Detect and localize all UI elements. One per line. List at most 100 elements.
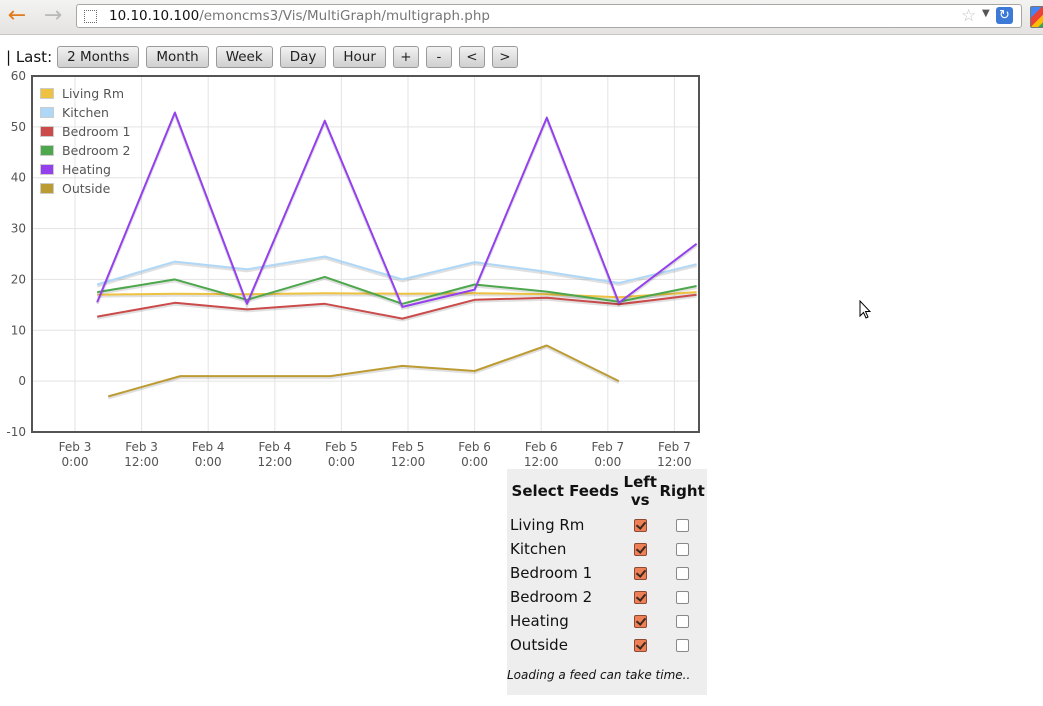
y-tick-label: 60 xyxy=(11,69,26,83)
feed-name: Bedroom 2 xyxy=(510,588,593,606)
x-tick-date-label: Feb 6 xyxy=(525,440,558,454)
legend-item: Bedroom 1 xyxy=(40,122,130,141)
legend-swatch xyxy=(40,183,54,194)
x-tick-time-label: 0:00 xyxy=(62,455,89,469)
right-axis-checkbox[interactable] xyxy=(675,639,689,652)
feed-row: Outside xyxy=(507,633,707,657)
extension-icon[interactable] xyxy=(1030,6,1043,28)
x-tick-time-label: 12:00 xyxy=(391,455,426,469)
x-tick-time-label: 0:00 xyxy=(195,455,222,469)
x-tick-time-label: 12:00 xyxy=(124,455,159,469)
x-tick-date-label: Feb 5 xyxy=(392,440,425,454)
right-axis-cell xyxy=(657,585,707,609)
series-bedroom-1 xyxy=(96,293,697,322)
legend-item: Heating xyxy=(40,160,130,179)
series-kitchen xyxy=(96,255,697,288)
hour-button[interactable]: Hour xyxy=(333,46,386,68)
select-feeds-header: Select Feeds xyxy=(511,482,619,500)
legend-item: Bedroom 2 xyxy=(40,141,130,160)
pan-left-button[interactable]: < xyxy=(458,46,485,68)
left-axis-cell xyxy=(623,633,657,657)
x-tick-date-label: Feb 3 xyxy=(59,440,92,454)
two-months-button[interactable]: 2 Months xyxy=(57,46,140,68)
right-axis-checkbox[interactable] xyxy=(675,567,689,580)
legend-label: Heating xyxy=(62,162,111,177)
chevron-down-icon[interactable]: ▼ xyxy=(982,8,990,19)
series-shadow xyxy=(107,345,620,400)
x-tick-time-label: 12:00 xyxy=(258,455,293,469)
reload-icon[interactable]: ↻ xyxy=(996,7,1013,24)
legend-item: Kitchen xyxy=(40,103,130,122)
mouse-cursor-icon xyxy=(859,300,871,319)
y-tick-label: 30 xyxy=(11,222,26,236)
right-axis-checkbox[interactable] xyxy=(675,615,689,628)
legend-swatch xyxy=(40,164,54,175)
week-button[interactable]: Week xyxy=(215,46,273,68)
url-path: /emoncms3/Vis/MultiGraph/multigraph.php xyxy=(199,8,490,24)
right-axis-cell xyxy=(657,537,707,561)
browser-toolbar: ← → 10.10.10.100/emoncms3/Vis/MultiGraph… xyxy=(0,0,1043,35)
legend-swatch xyxy=(40,88,54,99)
left-vs-header: Left vs xyxy=(623,473,657,509)
x-tick-date-label: Feb 6 xyxy=(458,440,491,454)
feed-row: Living Rm xyxy=(507,513,707,537)
feed-name: Outside xyxy=(510,636,568,654)
legend-label: Living Rm xyxy=(62,86,124,101)
y-tick-label: 20 xyxy=(11,272,26,286)
left-axis-checkbox[interactable] xyxy=(633,639,647,652)
x-tick-time-label: 0:00 xyxy=(328,455,355,469)
right-axis-cell xyxy=(657,633,707,657)
x-tick-time-label: 12:00 xyxy=(524,455,559,469)
url-host: 10.10.10.100 xyxy=(109,8,200,24)
left-axis-checkbox[interactable] xyxy=(633,519,647,532)
feed-table: Select Feeds Left vs Right Living Rm Kitc… xyxy=(507,469,707,657)
star-icon[interactable]: ☆ xyxy=(961,6,977,26)
y-tick-label: 10 xyxy=(11,323,26,337)
left-axis-cell xyxy=(623,513,657,537)
right-axis-cell xyxy=(657,513,707,537)
zoom-out-button[interactable]: - xyxy=(425,46,452,68)
left-axis-checkbox[interactable] xyxy=(633,543,647,556)
forward-arrow-icon[interactable]: → xyxy=(43,3,63,28)
left-axis-checkbox[interactable] xyxy=(633,615,647,628)
legend-swatch xyxy=(40,126,54,137)
feed-selection-panel: Select Feeds Left vs Right Living Rm Kitc… xyxy=(507,469,707,695)
legend-swatch xyxy=(40,145,54,156)
day-button[interactable]: Day xyxy=(279,46,327,68)
series-outside xyxy=(107,344,620,400)
series-line xyxy=(96,111,698,308)
series-line xyxy=(108,344,620,398)
left-axis-checkbox[interactable] xyxy=(633,567,647,580)
page-icon xyxy=(84,10,97,23)
x-tick-time-label: 12:00 xyxy=(657,455,692,469)
right-axis-checkbox[interactable] xyxy=(675,543,689,556)
url-text[interactable]: 10.10.10.100/emoncms3/Vis/MultiGraph/mul… xyxy=(109,8,490,24)
x-tick-date-label: Feb 4 xyxy=(192,440,225,454)
feed-row: Bedroom 1 xyxy=(507,561,707,585)
plot-background xyxy=(32,76,699,432)
legend-swatch xyxy=(40,107,54,118)
zoom-in-button[interactable]: + xyxy=(392,46,419,68)
series-line xyxy=(97,291,697,299)
back-arrow-icon[interactable]: ← xyxy=(7,3,27,28)
right-axis-checkbox[interactable] xyxy=(675,591,689,604)
address-bar[interactable]: 10.10.10.100/emoncms3/Vis/MultiGraph/mul… xyxy=(76,4,1022,28)
right-axis-checkbox[interactable] xyxy=(675,519,689,532)
x-tick-time-label: 0:00 xyxy=(594,455,621,469)
x-tick-date-label: Feb 4 xyxy=(258,440,291,454)
feed-row: Heating xyxy=(507,609,707,633)
y-tick-label: 0 xyxy=(18,374,26,388)
series-line xyxy=(97,293,697,320)
feed-row: Kitchen xyxy=(507,537,707,561)
month-button[interactable]: Month xyxy=(146,46,209,68)
pan-right-button[interactable]: > xyxy=(491,46,518,68)
left-axis-checkbox[interactable] xyxy=(633,591,647,604)
right-header: Right xyxy=(659,482,705,500)
series-shadow xyxy=(96,294,697,322)
feed-name: Kitchen xyxy=(510,540,567,558)
series-shadow xyxy=(96,256,697,288)
legend-item: Living Rm xyxy=(40,84,130,103)
x-tick-date-label: Feb 7 xyxy=(591,440,624,454)
feed-row: Bedroom 2 xyxy=(507,585,707,609)
